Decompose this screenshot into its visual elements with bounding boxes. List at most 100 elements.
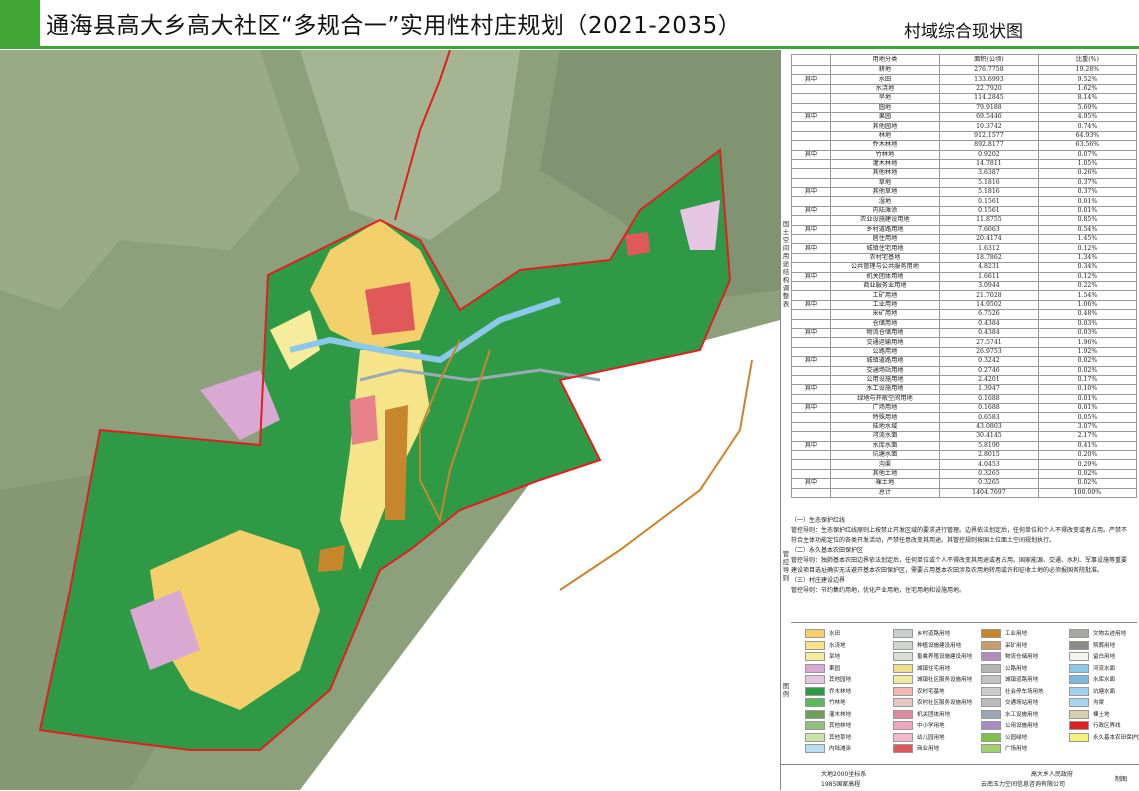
legend-swatch: [805, 732, 825, 742]
map-area[interactable]: [0, 50, 780, 790]
legend-swatch: [1069, 686, 1089, 696]
table-cell-name: 湿地: [829, 196, 941, 207]
table-cell-group: [791, 290, 831, 301]
table-row: 居住用地 20.4174 1.45%: [791, 234, 1138, 245]
table-row: 乔木林地 892.8177 63.56%: [791, 140, 1138, 151]
table-cell-group: 其中: [791, 356, 831, 367]
legend-label: 社会停车场用地: [1005, 688, 1044, 695]
table-cell-name: 乔木林地: [829, 140, 941, 151]
table-cell-group: [791, 412, 831, 423]
table-cell-name: 草地: [829, 177, 941, 189]
table-cell-pct: 1.54%: [1037, 290, 1138, 301]
legend-item: 果园: [805, 663, 840, 673]
legend-swatch: [893, 652, 913, 661]
table-row: 其中 物流仓储用地 0.4384 0.03%: [791, 327, 1138, 339]
table-cell-area: 2.4201: [939, 374, 1039, 386]
legend-label: 种植设施建设用地: [917, 642, 962, 649]
table-cell-area: 1.3947: [939, 384, 1039, 395]
legend-item: 公用设施用地: [981, 721, 1038, 730]
table-cell-area: 10.3742: [939, 121, 1039, 132]
legend-swatch: [893, 709, 913, 719]
orchard-patch-southwest[interactable]: [130, 590, 200, 670]
table-cell-group: [791, 431, 831, 442]
mining-zone[interactable]: [318, 545, 345, 572]
table-cell-name: 水浇地: [829, 83, 941, 95]
table-cell-area: 1.6312: [939, 243, 1039, 254]
table-cell-pct: 0.74%: [1037, 121, 1138, 132]
table-body: 耕地 276.7758 19.28% 其中 水田 133.6993 9.52% 水浇地 22.7…: [791, 64, 1138, 498]
legend-swatch: [981, 652, 1001, 661]
table-cell-group: 其中: [791, 149, 831, 160]
table-cell-name: 水工设施用地: [829, 384, 941, 395]
table-cell-pct: 0.26%: [1037, 168, 1138, 179]
industrial-zone[interactable]: [385, 405, 408, 520]
legend-swatch: [805, 721, 825, 730]
table-row: 其中 裸土地 0.3265 0.02%: [791, 478, 1138, 489]
table-cell-group: 其中: [791, 384, 831, 395]
table-cell-pct: 0.22%: [1037, 280, 1138, 292]
table-cell-pct: 0.85%: [1037, 215, 1138, 226]
table-row: 特殊用地 0.6583 0.05%: [791, 412, 1138, 423]
table-row: 坑塘水面 2.8015 0.20%: [791, 449, 1138, 461]
table-row: 其中 城镇道路用地 0.3242 0.02%: [791, 356, 1138, 367]
table-cell-name: 绿地与开敞空间用地: [829, 393, 941, 405]
farmland-zone-southwest[interactable]: [150, 530, 320, 710]
table-cell-pct: 1.05%: [1037, 158, 1138, 170]
table-cell-group: [791, 158, 831, 170]
legend-label: 中小学用地: [917, 723, 945, 729]
outside-area: [300, 320, 780, 790]
legend-label: 农村社区服务设施用地: [917, 700, 973, 706]
control-heading-1: （一）生态保护红线: [791, 517, 846, 524]
table-cell-area: 20.4174: [939, 234, 1039, 245]
table-cell-name: 河流水面: [829, 431, 941, 442]
legend-side-label: 图例: [782, 682, 790, 698]
control-text-3: 管控导则：节约集约用地，优化产业用地，住宅用地和设施用地。: [791, 587, 966, 594]
legend-item: 公路用地: [981, 663, 1027, 673]
legend-label: 畜禽养殖设施建设用地: [917, 654, 973, 660]
table-cell-name: 交通场站用地: [829, 365, 941, 376]
table-cell-group: [791, 365, 831, 376]
legend-swatch: [893, 721, 913, 730]
table-row: 其中 水库水面 5.8190 0.41%: [791, 440, 1138, 452]
table-cell-group: [791, 140, 831, 151]
table-cell-name: 内陆滩涂: [829, 205, 941, 217]
table-cell-pct: 0.01%: [1037, 205, 1138, 217]
table-cell-group: 其中: [791, 271, 831, 283]
table-cell-pct: 0.03%: [1037, 318, 1138, 329]
table-cell-group: 其中: [791, 187, 831, 198]
table-row: 其中 果园 69.5446 4.95%: [791, 111, 1138, 123]
settlement-center[interactable]: [350, 395, 378, 445]
table-row: 农业设施建设用地 11.8755 0.85%: [791, 215, 1138, 226]
settlement-east[interactable]: [625, 232, 650, 256]
legend-item: 幼儿园用地: [893, 732, 945, 742]
table-row: 河流水面 30.4145 2.17%: [791, 431, 1138, 442]
table-cell-pct: 1.96%: [1037, 337, 1138, 348]
dryland-patch[interactable]: [270, 310, 320, 370]
table-cell-group: [791, 468, 831, 480]
table-row: 采矿用地 6.7526 0.48%: [791, 309, 1138, 320]
legend-item: 农村宅基地: [893, 686, 945, 696]
legend-label: 广场用地: [1005, 746, 1028, 752]
table-cell-name: 其他土地: [829, 468, 941, 480]
table-cell-area: 18.7862: [939, 252, 1039, 264]
map-svg: [0, 50, 780, 790]
orchard-patch-east[interactable]: [680, 200, 720, 250]
legend-item: 公园绿地: [981, 732, 1027, 742]
table-cell-area: 0.2746: [939, 365, 1039, 376]
table-row: 交通运输用地 27.5741 1.96%: [791, 337, 1138, 348]
legend-swatch: [1069, 709, 1089, 719]
legend-item: 乡村道路用地: [893, 629, 950, 638]
orchard-patch-west[interactable]: [200, 370, 280, 440]
table-cell-group: [791, 130, 831, 142]
table-cell-pct: 2.17%: [1037, 431, 1138, 442]
table-cell-name: 城镇住宅用地: [829, 243, 941, 254]
table-cell-name: 园地: [829, 102, 941, 113]
legend-item: 城镇住宅用地: [893, 663, 950, 673]
legend-label: 交通场站用地: [1005, 700, 1039, 706]
legend-item: 旱地: [805, 652, 840, 661]
table-row: 其中 水田 133.6993 9.52%: [791, 74, 1138, 85]
legend-item: 农村社区服务设施用地: [893, 698, 972, 707]
highway: [359, 368, 601, 382]
settlement-gaoda[interactable]: [365, 282, 415, 335]
table-cell-group: [791, 280, 831, 292]
